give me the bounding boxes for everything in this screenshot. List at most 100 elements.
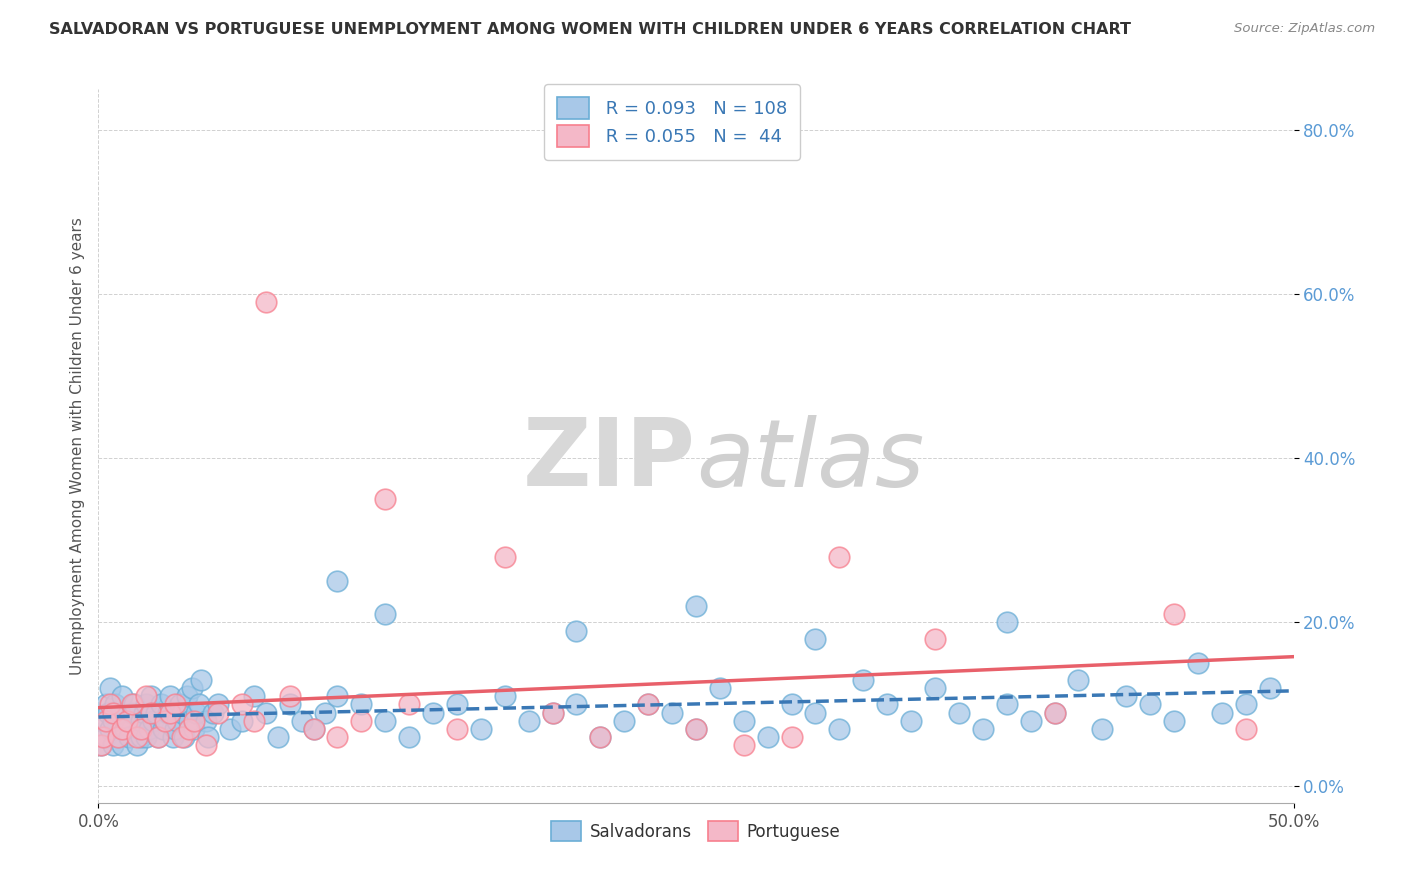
Point — [804, 706, 827, 720]
Point — [195, 739, 218, 753]
Point — [326, 574, 349, 589]
Point — [135, 698, 157, 712]
Point — [1067, 673, 1090, 687]
Point — [1043, 706, 1066, 720]
Point — [565, 698, 588, 712]
Point — [131, 722, 153, 736]
Point — [1234, 698, 1257, 712]
Point — [135, 730, 157, 744]
Point — [972, 722, 994, 736]
Text: ZIP: ZIP — [523, 414, 696, 507]
Point — [139, 689, 162, 703]
Point — [315, 706, 337, 720]
Point — [207, 698, 229, 712]
Point — [104, 698, 127, 712]
Point — [128, 722, 150, 736]
Point — [94, 698, 117, 712]
Point — [278, 689, 301, 703]
Point — [589, 730, 612, 744]
Point — [350, 698, 373, 712]
Point — [107, 730, 129, 744]
Point — [159, 689, 181, 703]
Point — [613, 714, 636, 728]
Point — [169, 698, 191, 712]
Point — [156, 706, 179, 720]
Point — [101, 739, 124, 753]
Point — [828, 549, 851, 564]
Point — [183, 722, 205, 736]
Point — [94, 714, 117, 728]
Point — [243, 714, 266, 728]
Point — [155, 714, 177, 728]
Point — [187, 698, 209, 712]
Point — [900, 714, 922, 728]
Point — [166, 714, 188, 728]
Point — [101, 706, 124, 720]
Point — [422, 706, 444, 720]
Point — [1234, 722, 1257, 736]
Point — [804, 632, 827, 646]
Point — [541, 706, 564, 720]
Point — [924, 632, 946, 646]
Point — [125, 730, 148, 744]
Point — [179, 722, 201, 736]
Point — [202, 706, 225, 720]
Legend: Salvadorans, Portuguese: Salvadorans, Portuguese — [544, 814, 848, 848]
Point — [183, 714, 205, 728]
Point — [1163, 607, 1185, 622]
Point — [124, 698, 146, 712]
Point — [98, 698, 122, 712]
Point — [374, 714, 396, 728]
Point — [733, 739, 755, 753]
Point — [1163, 714, 1185, 728]
Point — [685, 599, 707, 613]
Point — [121, 706, 143, 720]
Point — [254, 295, 277, 310]
Point — [254, 706, 277, 720]
Point — [828, 722, 851, 736]
Point — [852, 673, 875, 687]
Point — [172, 730, 194, 744]
Y-axis label: Unemployment Among Women with Children Under 6 years: Unemployment Among Women with Children U… — [69, 217, 84, 675]
Point — [138, 722, 160, 736]
Point — [132, 706, 155, 720]
Point — [398, 698, 420, 712]
Point — [115, 714, 138, 728]
Point — [90, 739, 112, 753]
Point — [1115, 689, 1137, 703]
Point — [173, 730, 195, 744]
Point — [637, 698, 659, 712]
Point — [995, 698, 1018, 712]
Point — [1258, 681, 1281, 695]
Point — [709, 681, 731, 695]
Point — [470, 722, 492, 736]
Point — [995, 615, 1018, 630]
Point — [326, 689, 349, 703]
Point — [139, 706, 162, 720]
Point — [446, 722, 468, 736]
Point — [163, 698, 186, 712]
Point — [291, 714, 314, 728]
Point — [98, 722, 122, 736]
Point — [98, 681, 122, 695]
Point — [155, 714, 177, 728]
Point — [685, 722, 707, 736]
Point — [148, 730, 170, 744]
Point — [398, 730, 420, 744]
Point — [924, 681, 946, 695]
Point — [179, 714, 201, 728]
Point — [494, 549, 516, 564]
Point — [94, 730, 117, 744]
Point — [111, 689, 134, 703]
Point — [197, 730, 219, 744]
Point — [494, 689, 516, 703]
Point — [91, 730, 114, 744]
Point — [131, 714, 153, 728]
Point — [374, 492, 396, 507]
Point — [661, 706, 683, 720]
Point — [541, 706, 564, 720]
Point — [152, 722, 174, 736]
Point — [207, 706, 229, 720]
Point — [125, 739, 148, 753]
Point — [302, 722, 325, 736]
